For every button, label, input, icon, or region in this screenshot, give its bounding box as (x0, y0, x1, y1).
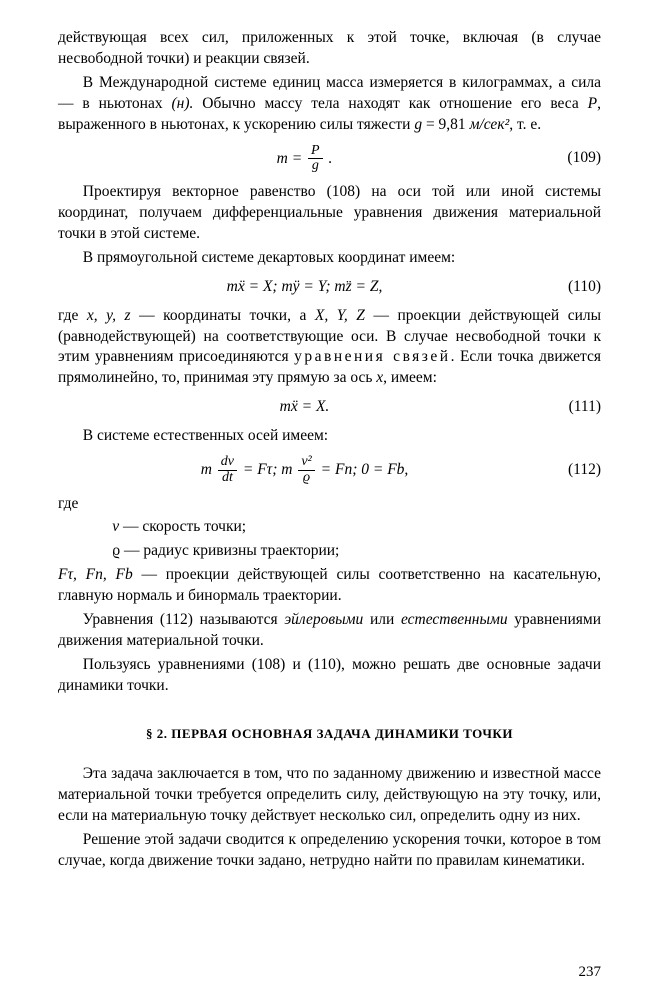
denominator: ϱ (298, 471, 314, 486)
paragraph: В прямоугольной системе декартовых коорд… (58, 248, 601, 269)
text: = Fn; 0 = Fb, (317, 461, 409, 478)
fraction: dvdt (218, 455, 237, 485)
text: где (58, 307, 87, 324)
text: , т. е. (509, 116, 541, 133)
paragraph: В Международной системе единиц масса изм… (58, 73, 601, 136)
paragraph: Решение этой задачи сводится к определен… (58, 830, 601, 872)
equation-111: mẍ = X. (111) (58, 397, 601, 418)
symbol-P: P (588, 95, 597, 112)
text: — скорость точки; (119, 518, 246, 535)
emphasis: естественными (401, 611, 508, 628)
paragraph: Эта задача заключается в том, что по зад… (58, 764, 601, 827)
equation-body: m dvdt = Fτ; m v²ϱ = Fn; 0 = Fb, (58, 455, 551, 485)
eq-tail: . (325, 149, 333, 166)
fraction: P g (308, 144, 323, 174)
equation-109: m = P g . (109) (58, 144, 601, 174)
equation-110: mẍ = X; mÿ = Y; mz̈ = Z, (110) (58, 277, 601, 298)
paragraph: Fτ, Fn, Fb — проекции действующей силы с… (58, 565, 601, 607)
equation-112: m dvdt = Fτ; m v²ϱ = Fn; 0 = Fb, (112) (58, 455, 601, 485)
paragraph: Проектируя векторное равенство (108) на … (58, 182, 601, 245)
emphasis: эйлеровыми (284, 611, 363, 628)
units: м/сек² (470, 116, 510, 133)
symbols-xyz: x, y, z (87, 307, 131, 324)
fraction: v²ϱ (298, 455, 314, 485)
unit-newton: (н). (171, 95, 193, 112)
equation-number: (112) (551, 460, 601, 481)
equation-number: (109) (551, 148, 601, 169)
text: , имеем: (383, 369, 437, 386)
definition: ϱ — радиус кривизны траектории; (112, 541, 601, 562)
paragraph: В системе естественных осей имеем: (58, 426, 601, 447)
text: Уравнения (112) называются (83, 611, 285, 628)
paragraph: где x, y, z — координаты точки, а X, Y, … (58, 306, 601, 390)
numerator: dv (218, 455, 237, 471)
eq-lhs: m = (277, 149, 303, 166)
denominator: dt (218, 471, 237, 486)
spaced-text: уравнения связей (294, 348, 450, 365)
text: — проекции действующей силы соответствен… (58, 566, 601, 604)
equation-body: mẍ = X; mÿ = Y; mz̈ = Z, (58, 277, 551, 298)
text: = 9,81 (422, 116, 470, 133)
text: — координаты точки, а (131, 307, 315, 324)
page-number: 237 (579, 962, 602, 982)
paragraph: действующая всех сил, приложенных к этой… (58, 28, 601, 70)
definition: v — скорость точки; (112, 517, 601, 538)
text: Обычно массу тела находят как отношение … (193, 95, 587, 112)
section-heading: § 2. ПЕРВАЯ ОСНОВНАЯ ЗАДАЧА ДИНАМИКИ ТОЧ… (58, 725, 601, 743)
text: — радиус кривизны траектории; (120, 542, 339, 559)
symbol-rho: ϱ (112, 542, 120, 559)
equation-number: (111) (551, 397, 601, 418)
symbol-g: g (414, 116, 422, 133)
symbols-XYZ: X, Y, Z (315, 307, 365, 324)
text: m (201, 461, 216, 478)
paragraph: Уравнения (112) называются эйлеровыми ил… (58, 610, 601, 652)
paragraph: Пользуясь уравнениями (108) и (110), мож… (58, 655, 601, 697)
numerator: v² (298, 455, 314, 471)
text: = Fτ; m (239, 461, 296, 478)
paragraph: где (58, 494, 601, 515)
text: или (363, 611, 401, 628)
equation-body: m = P g . (58, 144, 551, 174)
symbols-F: Fτ, Fn, Fb (58, 566, 133, 583)
denominator: g (308, 159, 323, 174)
equation-body: mẍ = X. (58, 397, 551, 418)
numerator: P (308, 144, 323, 160)
equation-number: (110) (551, 277, 601, 298)
